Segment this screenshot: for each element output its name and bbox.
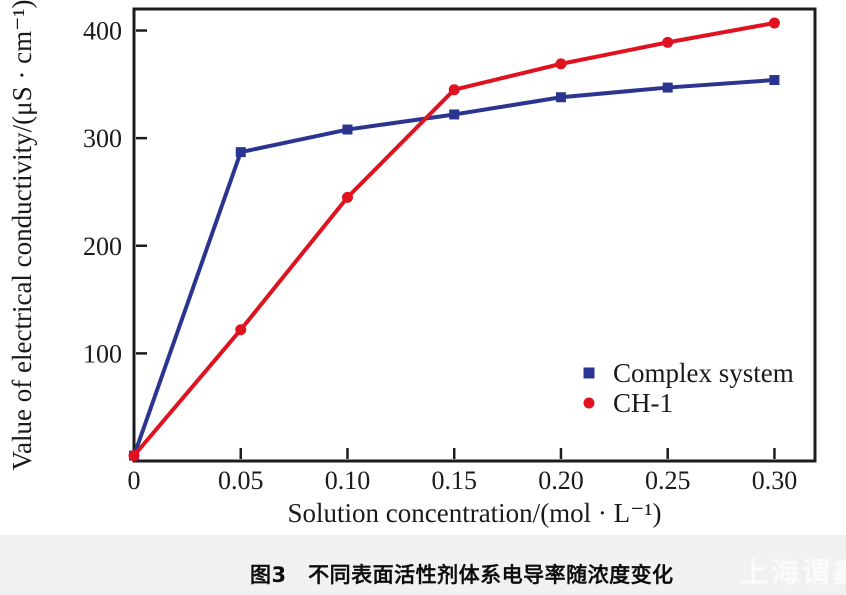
chart-canvas: 0 0.05 0.10 0.15 0.20 0.25 0.30 100 200 300 400 Sol… xyxy=(7,0,817,528)
x-axis-label: Solution concentration/(mol · L⁻¹) xyxy=(287,498,661,528)
data-point-circle xyxy=(235,324,247,336)
data-point-circle xyxy=(341,191,353,203)
data-point-circle xyxy=(768,17,780,29)
y-tick-label: 300 xyxy=(83,124,122,153)
x-tick-label: 0.05 xyxy=(218,466,264,495)
data-point-circle xyxy=(448,84,460,96)
x-tick-label: 0.20 xyxy=(538,466,584,495)
data-point-square xyxy=(662,82,673,93)
x-tick-label: 0.15 xyxy=(431,466,477,495)
figure-caption-bar: 图3 不同表面活性剂体系电导率随浓度变化 上海谓鑫 xyxy=(0,535,846,595)
watermark-text: 上海谓鑫 xyxy=(739,556,846,589)
y-tick-label: 400 xyxy=(83,17,122,46)
x-tick-label: 0.25 xyxy=(645,466,691,495)
conductivity-line-chart: 0 0.05 0.10 0.15 0.20 0.25 0.30 100 200 300 400 Sol… xyxy=(7,0,817,528)
legend-marker-circle xyxy=(583,397,595,409)
data-point-circle xyxy=(662,36,674,48)
data-point-square xyxy=(555,92,566,103)
data-point-square xyxy=(449,109,460,120)
y-tick-label: 200 xyxy=(83,232,122,261)
y-tick-label: 100 xyxy=(83,339,122,368)
figure-caption: 图3 不同表面活性剂体系电导率随浓度变化 xyxy=(250,563,674,587)
plot-frame xyxy=(132,7,817,463)
legend-label: Complex system xyxy=(613,358,794,388)
data-point-circle xyxy=(555,58,567,70)
x-tick-label: 0.30 xyxy=(752,466,798,495)
y-axis-label: Value of electrical conductivity/(μS · c… xyxy=(7,0,37,470)
legend-marker-square xyxy=(583,367,595,379)
data-point-square xyxy=(342,124,353,135)
data-point-circle xyxy=(128,450,140,462)
x-tick-label: 0 xyxy=(128,466,141,495)
x-tick-label: 0.10 xyxy=(325,466,371,495)
legend-label: CH-1 xyxy=(613,388,673,418)
data-point-square xyxy=(235,147,246,158)
data-point-square xyxy=(769,75,780,86)
series-line-complex-system xyxy=(132,78,775,457)
